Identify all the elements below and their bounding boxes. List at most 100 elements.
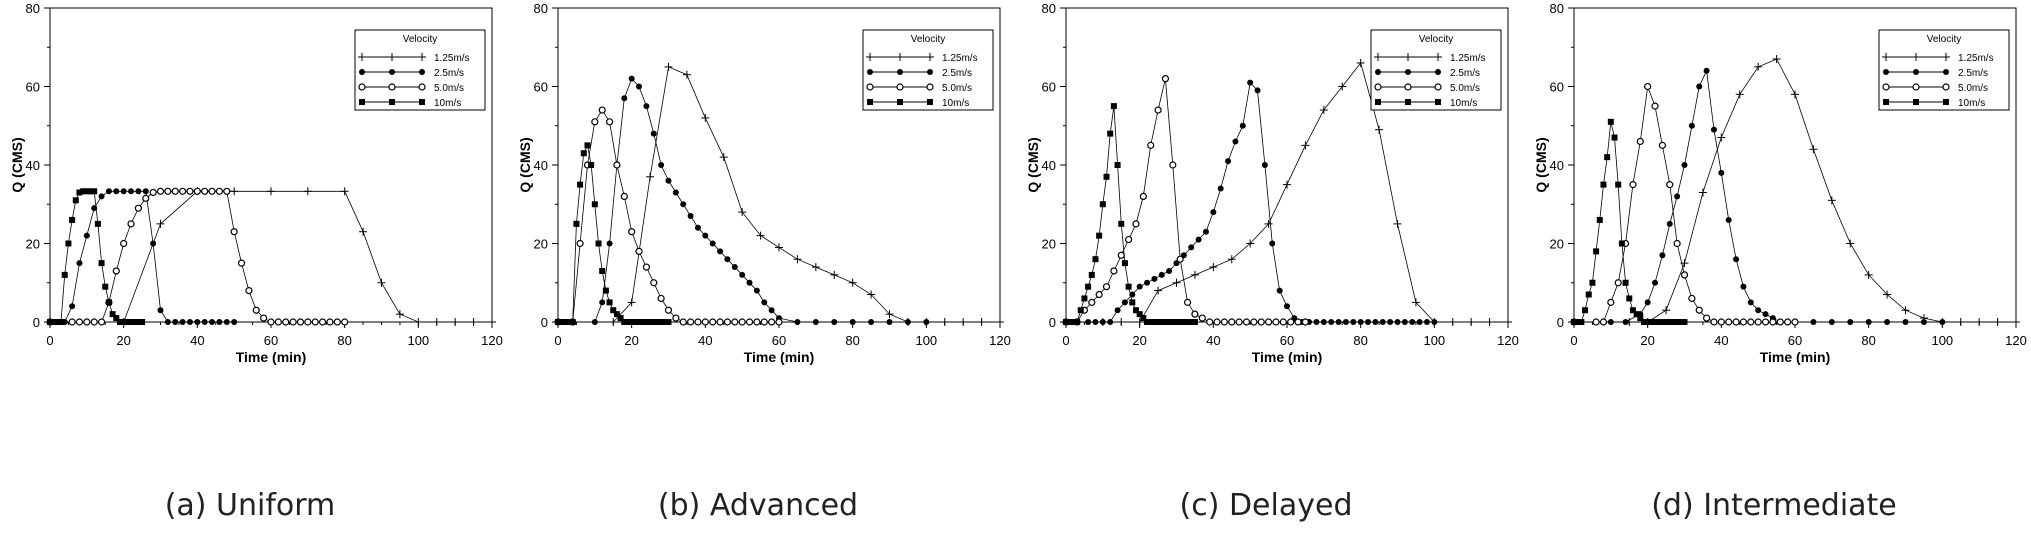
data-point — [1169, 161, 1177, 169]
data-point — [1666, 220, 1673, 227]
data-point — [719, 153, 728, 162]
legend-item: 10m/s — [1375, 98, 1477, 109]
data-point — [1074, 319, 1081, 325]
x-tick-label: 0 — [1062, 333, 1069, 348]
data-point — [311, 318, 319, 326]
legend-marker — [1434, 53, 1442, 61]
y-tick-label: 20 — [534, 237, 548, 252]
data-point — [113, 315, 120, 322]
data-point — [414, 318, 423, 326]
series-line — [558, 77, 927, 323]
data-point — [340, 187, 349, 196]
data-point — [760, 318, 768, 326]
data-point — [1158, 271, 1165, 278]
data-point — [694, 224, 701, 231]
data-point — [738, 318, 746, 326]
data-point — [1901, 306, 1910, 315]
legend: Velocity 1.25m/s 2.5m/s 5.0m/s 10m/s — [1370, 29, 1502, 111]
data-point — [606, 240, 613, 247]
data-point — [1110, 103, 1117, 110]
series-10m-s — [555, 142, 672, 325]
data-point — [135, 319, 142, 325]
legend-marker — [359, 99, 365, 105]
data-point — [702, 232, 709, 239]
data-point — [646, 172, 655, 181]
legend-label: 10m/s — [1450, 98, 1477, 109]
data-point — [142, 194, 150, 202]
data-point — [1611, 134, 1618, 141]
data-point — [1129, 299, 1136, 306]
data-point — [1161, 75, 1170, 83]
x-tick-label: 120 — [1497, 333, 1519, 348]
series-5-0m-s — [554, 106, 783, 326]
data-point — [1096, 232, 1103, 239]
data-point — [1776, 318, 1784, 326]
data-point — [654, 319, 661, 325]
legend-marker — [1942, 53, 1950, 61]
data-point — [326, 318, 334, 326]
data-point — [1320, 319, 1327, 325]
data-point — [1217, 185, 1224, 192]
data-point — [1210, 209, 1217, 216]
data-point — [687, 213, 694, 220]
data-point — [1574, 319, 1581, 325]
data-point — [1409, 319, 1416, 325]
data-point — [1865, 319, 1872, 325]
data-point — [562, 319, 569, 325]
data-point — [1864, 270, 1873, 279]
legend-item: 2.5m/s — [359, 68, 464, 79]
data-point — [1264, 318, 1273, 326]
y-tick-label: 0 — [1557, 315, 1564, 330]
data-point — [1651, 102, 1659, 110]
data-point — [1117, 251, 1125, 259]
data-point — [738, 208, 747, 217]
data-point — [1733, 256, 1740, 263]
data-point — [252, 306, 260, 314]
data-point — [1209, 263, 1218, 272]
data-point — [1791, 90, 1799, 99]
series-line — [1066, 78, 1306, 323]
legend-label: 5.0m/s — [1450, 83, 1480, 94]
legend-marker — [1405, 99, 1411, 105]
data-point — [1599, 318, 1608, 326]
data-point — [377, 278, 386, 287]
data-point — [1600, 181, 1607, 188]
x-tick-label: 60 — [264, 333, 278, 348]
data-point — [156, 187, 165, 195]
data-point — [1680, 271, 1689, 279]
data-point — [223, 319, 230, 325]
data-point — [1393, 219, 1402, 228]
legend-marker — [389, 69, 395, 75]
data-point — [1827, 196, 1836, 205]
legend-title: Velocity — [403, 34, 437, 45]
data-point — [1232, 138, 1239, 145]
data-point — [1607, 298, 1615, 306]
data-point — [1063, 319, 1069, 325]
y-axis-label: Q (CMS) — [1025, 137, 1041, 192]
panel-c: 0 20 40 60 80 100 120 0 20 40 60 80 Time (min) Q (CMS… — [1016, 0, 1523, 537]
series-5-0m-s — [46, 187, 349, 326]
legend-marker — [1882, 53, 1890, 61]
data-point — [650, 130, 657, 137]
data-point — [1287, 318, 1295, 326]
data-point — [135, 188, 142, 195]
data-point — [1356, 58, 1365, 67]
data-point — [1920, 319, 1927, 325]
x-tick-label: 100 — [915, 333, 937, 348]
legend-label: 5.0m/s — [1958, 83, 1988, 94]
caption-delayed: (c) Delayed — [1179, 488, 1353, 523]
data-point — [1095, 290, 1103, 299]
data-point — [97, 318, 106, 326]
data-point — [1423, 319, 1430, 325]
legend-marker — [1375, 99, 1381, 105]
data-point — [47, 319, 53, 325]
legend-label: 1.25m/s — [942, 53, 978, 64]
data-point — [724, 256, 731, 263]
data-point — [359, 227, 368, 236]
data-point — [580, 150, 587, 157]
legend-item: 2.5m/s — [1375, 68, 1480, 79]
data-point — [1640, 319, 1647, 325]
data-point — [1139, 192, 1147, 200]
data-point — [1467, 318, 1476, 326]
panel-b: 0 20 40 60 80 100 120 0 20 40 60 80 Time (min) Q (CMS… — [508, 0, 1015, 537]
